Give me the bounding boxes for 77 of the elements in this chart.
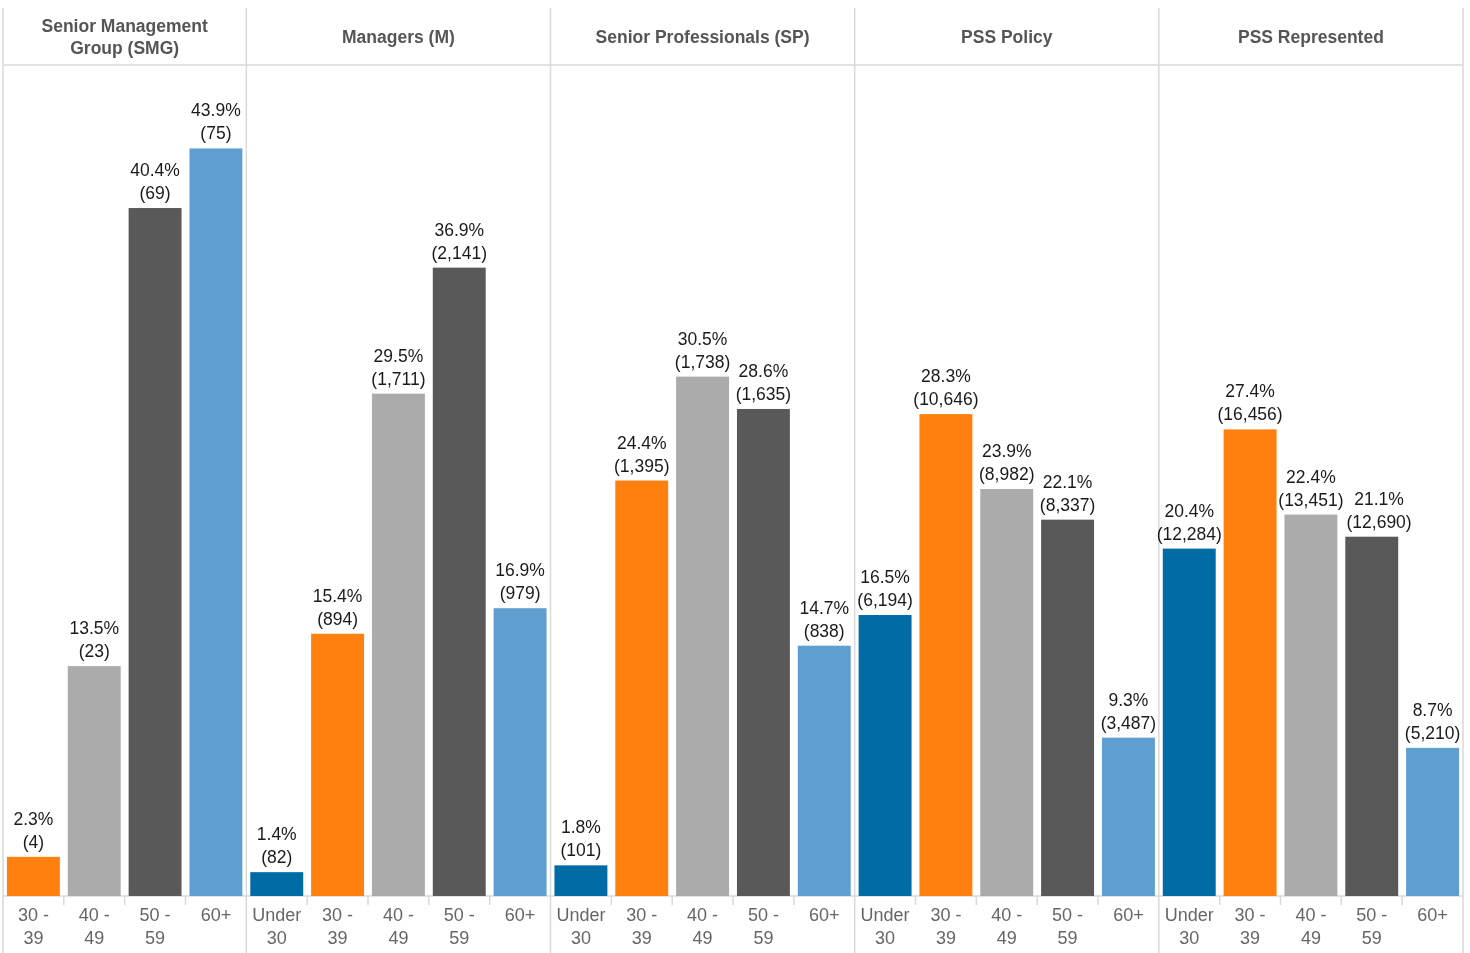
data-label: 16.9% (979) bbox=[495, 560, 545, 604]
chart-title: Managers (M) bbox=[342, 26, 455, 47]
x-tick-label: 60+ bbox=[504, 905, 536, 925]
bar bbox=[615, 480, 669, 896]
x-tick-label: 40 - 49 bbox=[78, 905, 110, 948]
bar bbox=[128, 208, 182, 896]
chart-title: PSS Policy bbox=[961, 26, 1053, 47]
bar bbox=[736, 408, 790, 896]
bar bbox=[1223, 429, 1277, 896]
data-label: 21.1% (12,690) bbox=[1346, 488, 1412, 532]
bar bbox=[493, 608, 547, 896]
bar bbox=[371, 393, 425, 896]
x-tick-label: 30 - 39 bbox=[626, 905, 658, 948]
bar bbox=[1041, 519, 1095, 896]
x-tick-label: 40 - 49 bbox=[687, 905, 719, 948]
x-tick-label: 60+ bbox=[1113, 905, 1144, 925]
x-tick-label: 30 - 39 bbox=[17, 905, 49, 948]
data-label: 2.3% (4) bbox=[13, 808, 54, 852]
x-tick-label: 60+ bbox=[808, 905, 840, 925]
data-label: 36.9% (2,141) bbox=[431, 219, 487, 263]
bar bbox=[189, 148, 243, 896]
data-label: 40.4% (69) bbox=[130, 160, 180, 204]
bar bbox=[67, 666, 121, 896]
bar bbox=[858, 615, 912, 896]
chart-title: Senior Management Group (SMG) bbox=[41, 15, 208, 58]
x-tick-label: Under 30 bbox=[556, 905, 606, 948]
x-tick-label: 40 - 49 bbox=[991, 905, 1023, 948]
x-tick-label: 40 - 49 bbox=[1295, 905, 1327, 948]
bar bbox=[1162, 548, 1216, 896]
x-tick-label: 50 - 59 bbox=[139, 905, 171, 948]
bar bbox=[1406, 747, 1460, 896]
x-tick-label: 50 - 59 bbox=[1052, 905, 1084, 948]
data-label: 23.9% (8,982) bbox=[979, 441, 1035, 485]
data-label: 13.5% (23) bbox=[69, 618, 120, 662]
bar bbox=[432, 267, 486, 896]
data-label: 15.4% (894) bbox=[312, 585, 363, 629]
data-label: 28.6% (1,635) bbox=[735, 360, 792, 404]
data-label: 16.5% (6,194) bbox=[857, 567, 913, 611]
x-tick-label: 30 - 39 bbox=[322, 905, 354, 948]
data-label: 43.9% (75) bbox=[191, 100, 241, 144]
x-tick-label: Under 30 bbox=[252, 905, 302, 948]
data-label: 27.4% (16,456) bbox=[1217, 381, 1283, 425]
bar bbox=[919, 414, 973, 896]
data-label: 9.3% (3,487) bbox=[1100, 689, 1157, 733]
bar bbox=[797, 645, 851, 896]
data-label: 29.5% (1,711) bbox=[371, 345, 426, 389]
chart-title: PSS Represented bbox=[1237, 26, 1384, 47]
x-tick-label: 30 - 39 bbox=[930, 905, 962, 948]
chart-title: Senior Professionals (SP) bbox=[595, 26, 810, 47]
bar bbox=[6, 856, 60, 896]
x-tick-label: Under 30 bbox=[860, 905, 910, 948]
bar bbox=[311, 633, 365, 896]
bar bbox=[250, 872, 304, 896]
x-tick-label: 30 - 39 bbox=[1234, 905, 1266, 948]
data-label: 24.4% (1,395) bbox=[614, 432, 670, 476]
bar bbox=[1101, 737, 1155, 896]
x-tick-label: 60+ bbox=[200, 905, 232, 925]
bar bbox=[554, 865, 608, 896]
bar bbox=[1345, 536, 1399, 896]
data-label: 22.1% (8,337) bbox=[1039, 471, 1096, 515]
x-tick-label: 40 - 49 bbox=[382, 905, 414, 948]
bar bbox=[676, 376, 730, 896]
x-tick-label: Under 30 bbox=[1164, 905, 1214, 948]
bar bbox=[1284, 514, 1338, 896]
data-label: 1.8% (101) bbox=[560, 817, 602, 861]
data-label: 22.4% (13,451) bbox=[1278, 466, 1344, 510]
data-label: 20.4% (12,284) bbox=[1156, 500, 1222, 544]
x-tick-label: 50 - 59 bbox=[747, 905, 779, 948]
data-label: 30.5% (1,738) bbox=[674, 328, 731, 372]
x-tick-label: 50 - 59 bbox=[443, 905, 475, 948]
x-tick-label: 50 - 59 bbox=[1356, 905, 1388, 948]
data-label: 1.4% (82) bbox=[256, 824, 297, 868]
bar bbox=[980, 489, 1034, 896]
data-label: 8.7% (5,210) bbox=[1404, 699, 1461, 743]
x-tick-label: 60+ bbox=[1417, 905, 1448, 925]
data-label: 14.7% (838) bbox=[799, 597, 850, 641]
data-label: 28.3% (10,646) bbox=[913, 366, 979, 410]
